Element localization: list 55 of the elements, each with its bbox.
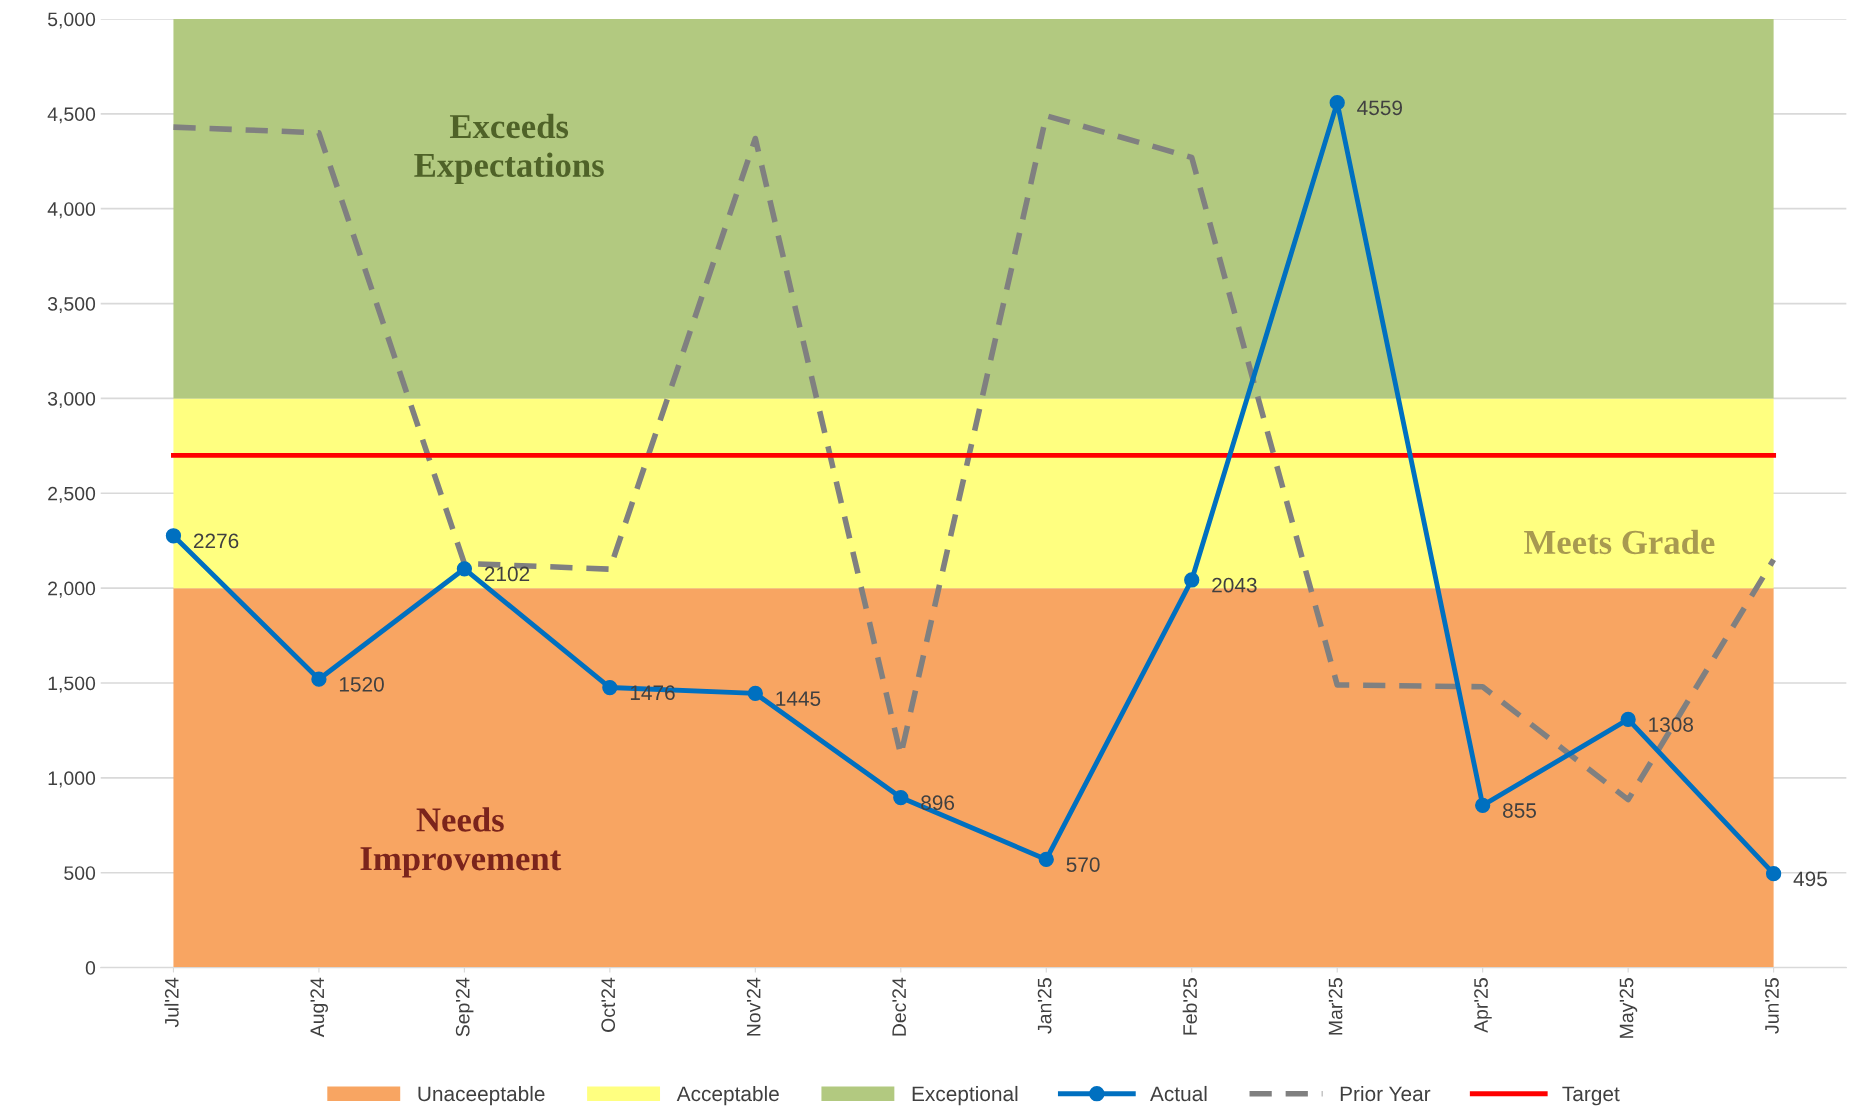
- data-label: 1445: [776, 691, 821, 706]
- data-label: 570: [1066, 857, 1100, 872]
- y-tick-label: 1,000: [48, 771, 96, 788]
- y-tick-label: 5,000: [47, 12, 96, 29]
- legend-label: Actual: [1150, 1085, 1207, 1102]
- data-label: 855: [1503, 803, 1537, 818]
- point: [1765, 866, 1782, 882]
- point: [1329, 94, 1345, 111]
- x-tick-label: May'25: [1619, 978, 1638, 1038]
- x-tick-label: Mar'25: [1328, 978, 1343, 1035]
- y-tick-label: 2,500: [48, 486, 96, 503]
- annotation: Meets Grade: [1524, 529, 1715, 555]
- point: [456, 561, 473, 577]
- legend-label: Acceptable: [676, 1085, 779, 1106]
- x-tick-label: Jun'25: [1765, 978, 1779, 1034]
- y-tick-label: 1,500: [48, 676, 96, 693]
- x-tick-label: Feb'25: [1182, 978, 1197, 1035]
- point: [602, 679, 618, 696]
- point: [165, 528, 182, 544]
- x-tick-label: Sep'24: [455, 977, 474, 1037]
- y-tick-label: 3,500: [47, 297, 96, 314]
- point: [893, 789, 909, 806]
- x-tick-label: Nov'24: [746, 977, 761, 1036]
- x-tick-label: Apr'25: [1474, 978, 1492, 1033]
- y-tick-label: 0: [85, 961, 96, 975]
- point: [311, 671, 327, 687]
- data-label: 2276: [193, 533, 239, 549]
- x-tick-label: Dec'24: [892, 977, 907, 1036]
- data-label: 2102: [484, 566, 530, 582]
- y-tick-label: 3,000: [47, 391, 96, 408]
- y-tick-label: 500: [64, 866, 96, 880]
- legend-label: Exceptional: [912, 1085, 1018, 1106]
- point: [1475, 797, 1491, 814]
- annotation: Needs Improvement: [360, 807, 562, 878]
- legend-label: Target: [1562, 1086, 1620, 1106]
- x-tick-label: Jan'25: [1037, 978, 1052, 1034]
- data-label: 495: [1793, 871, 1827, 887]
- legend-label: Prior Year: [1340, 1085, 1431, 1102]
- data-label: 896: [921, 795, 955, 811]
- y-tick-label: 2,000: [48, 581, 96, 598]
- y-tick-label: 4,000: [47, 202, 96, 219]
- point: [747, 685, 763, 702]
- y-tick-label: 4,500: [47, 107, 96, 124]
- x-tick-label: Oct'24: [601, 977, 616, 1032]
- data-label: 4559: [1357, 100, 1403, 116]
- x-tick-label: Aug'24: [310, 977, 328, 1038]
- annotation: Exceeds Expectations: [414, 113, 604, 185]
- data-label: 1520: [339, 676, 384, 692]
- legend-label: Unaceeptable: [418, 1085, 545, 1106]
- point: [1038, 851, 1054, 868]
- point: [1184, 572, 1200, 588]
- data-label: 1308: [1649, 717, 1694, 732]
- x-tick-label: Jul'24: [164, 977, 179, 1028]
- point: [1620, 711, 1636, 728]
- data-label: 2043: [1212, 577, 1257, 593]
